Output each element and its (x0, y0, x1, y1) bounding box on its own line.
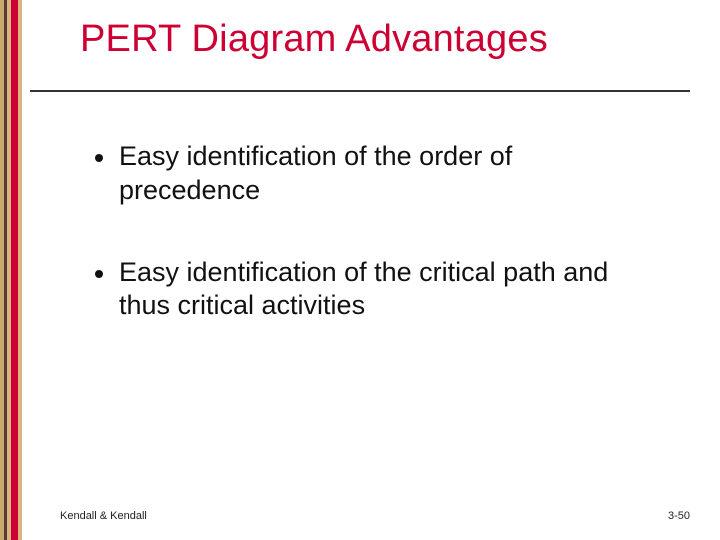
rail-bar-3 (11, 0, 18, 540)
list-item: Easy identification of the order of prec… (95, 140, 655, 208)
rail-bar-4 (18, 0, 22, 540)
footer-author: Kendall & Kendall (60, 510, 147, 522)
bullet-text: Easy identification of the order of prec… (119, 140, 655, 208)
title-underline (30, 90, 690, 92)
left-accent-rail (0, 0, 22, 540)
bullet-dot-icon (95, 270, 103, 278)
bullet-list: Easy identification of the order of prec… (95, 140, 655, 371)
bullet-text: Easy identification of the critical path… (119, 256, 655, 324)
footer-page-number: 3-50 (668, 510, 690, 522)
bullet-dot-icon (95, 154, 103, 162)
page-title: PERT Diagram Advantages (80, 18, 548, 61)
list-item: Easy identification of the critical path… (95, 256, 655, 324)
